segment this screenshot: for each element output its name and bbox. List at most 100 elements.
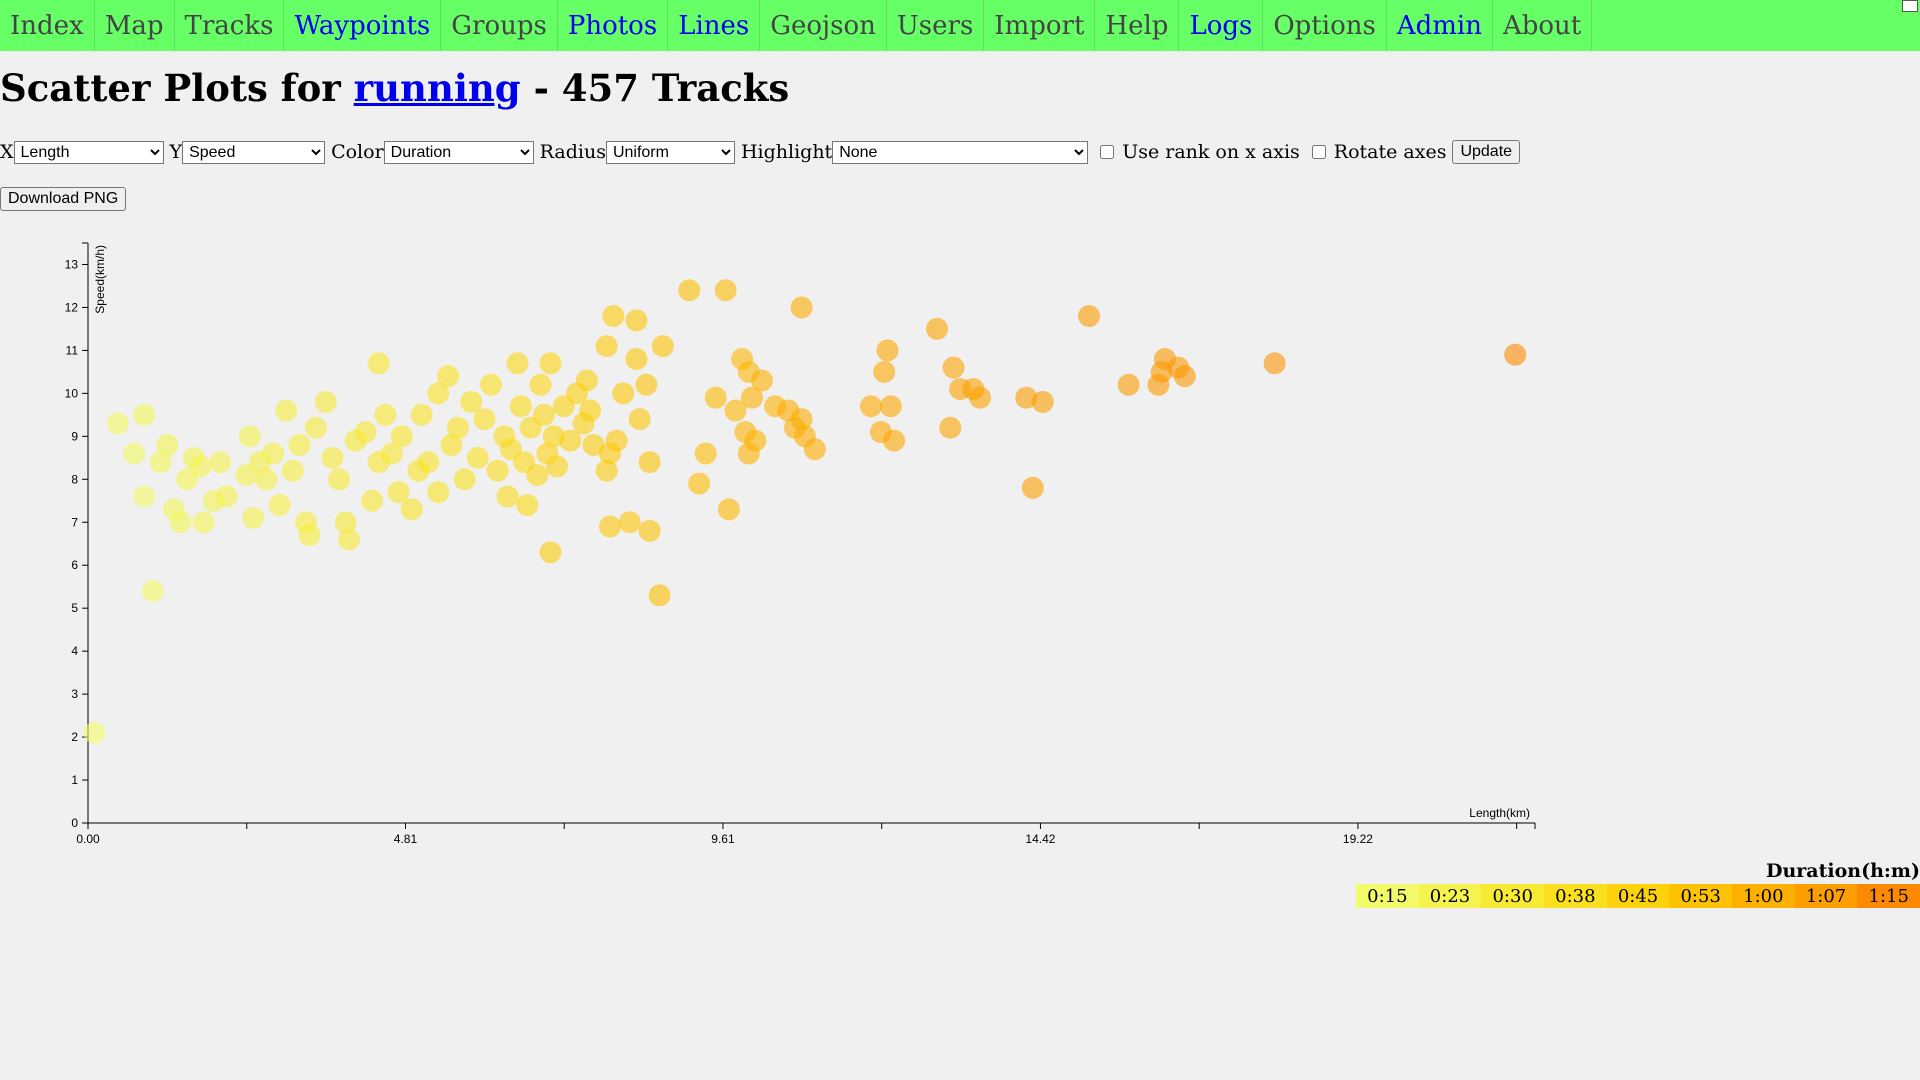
x-axis-select[interactable]: Length xyxy=(13,140,164,164)
data-point xyxy=(400,498,423,521)
rotate-axes-checkbox[interactable] xyxy=(1311,145,1326,159)
x-tick-label: 19.22 xyxy=(1343,832,1373,846)
data-point xyxy=(1117,373,1140,396)
data-point xyxy=(156,433,179,456)
data-point xyxy=(141,580,164,602)
data-point xyxy=(1263,352,1286,375)
data-point xyxy=(314,390,337,413)
nav-item-help[interactable]: Help xyxy=(1095,0,1180,51)
data-point xyxy=(480,373,503,396)
data-point xyxy=(714,279,737,302)
data-point xyxy=(939,416,962,439)
data-point xyxy=(215,485,238,508)
y-tick-label: 6 xyxy=(71,558,78,572)
data-point xyxy=(595,335,618,358)
nav-item-index[interactable]: Index xyxy=(0,0,95,51)
nav-item-lines[interactable]: Lines xyxy=(668,0,761,51)
page-title: Scatter Plots for running - 457 Tracks xyxy=(0,66,789,110)
nav-item-logs[interactable]: Logs xyxy=(1179,0,1264,51)
legend-swatch: 0:53 xyxy=(1669,884,1733,908)
data-point xyxy=(509,395,532,418)
data-point xyxy=(602,305,625,328)
y-tick-label: 0 xyxy=(71,816,78,830)
y-tick-label: 12 xyxy=(65,300,79,314)
data-point xyxy=(238,425,261,448)
data-point xyxy=(526,464,549,486)
data-point xyxy=(595,459,618,482)
data-point xyxy=(262,442,285,465)
legend-swatch: 0:45 xyxy=(1606,884,1670,908)
data-point xyxy=(189,455,212,478)
data-point xyxy=(390,425,413,448)
y-tick-label: 13 xyxy=(65,257,79,271)
data-point xyxy=(380,442,403,465)
data-point xyxy=(328,468,351,491)
data-point xyxy=(876,339,899,362)
update-button[interactable]: Update xyxy=(1452,140,1521,164)
data-point xyxy=(417,451,440,474)
nav-item-map[interactable]: Map xyxy=(95,0,175,51)
data-point xyxy=(678,279,701,302)
data-point xyxy=(625,348,648,370)
data-point xyxy=(149,451,172,474)
data-point xyxy=(367,352,390,375)
nav-item-admin[interactable]: Admin xyxy=(1387,0,1493,51)
data-point xyxy=(648,584,671,607)
top-navigation: Index Map Tracks Waypoints Groups Photos Lines… xyxy=(0,0,1920,51)
legend-swatch: 1:15 xyxy=(1857,884,1920,908)
data-point xyxy=(744,429,767,452)
data-point xyxy=(255,468,278,491)
nav-item-photos[interactable]: Photos xyxy=(558,0,669,51)
window-corner-box[interactable] xyxy=(1902,0,1918,12)
data-point xyxy=(1031,390,1054,413)
nav-item-options[interactable]: Options xyxy=(1263,0,1387,51)
nav-item-about[interactable]: About xyxy=(1493,0,1593,51)
nav-item-users[interactable]: Users xyxy=(887,0,985,51)
x-tick-label: 14.42 xyxy=(1025,832,1055,846)
activity-link-running[interactable]: running xyxy=(353,66,521,110)
data-point xyxy=(942,356,965,379)
data-point xyxy=(635,373,658,396)
data-point xyxy=(1504,343,1527,366)
data-point xyxy=(704,386,727,409)
data-point xyxy=(688,472,711,495)
data-point xyxy=(879,395,902,418)
highlight-label: Highlight xyxy=(740,141,833,163)
data-point xyxy=(298,524,321,547)
data-point xyxy=(546,455,569,478)
nav-item-import[interactable]: Import xyxy=(984,0,1096,51)
data-point xyxy=(539,541,562,564)
data-point xyxy=(337,528,360,551)
data-point xyxy=(106,412,129,435)
data-point xyxy=(1173,365,1196,388)
y-tick-label: 11 xyxy=(66,343,79,357)
nav-item-geojson[interactable]: Geojson xyxy=(760,0,887,51)
nav-item-groups[interactable]: Groups xyxy=(441,0,558,51)
data-point xyxy=(598,515,621,538)
color-select[interactable]: Duration xyxy=(383,140,534,164)
y-axis-select[interactable]: Speed xyxy=(182,140,326,164)
highlight-select[interactable]: None xyxy=(832,140,1089,164)
x-axis-label: X xyxy=(0,141,14,163)
y-tick-label: 10 xyxy=(65,386,79,400)
title-prefix: Scatter Plots for xyxy=(0,66,354,110)
data-point xyxy=(334,511,357,534)
data-point xyxy=(741,386,764,409)
data-point xyxy=(717,498,740,521)
nav-item-tracks[interactable]: Tracks xyxy=(175,0,285,51)
data-point xyxy=(321,446,344,469)
use-rank-checkbox[interactable] xyxy=(1100,145,1115,159)
radius-select[interactable]: Uniform xyxy=(605,140,735,164)
data-point xyxy=(460,390,483,413)
y-tick-label: 4 xyxy=(71,644,78,658)
data-point xyxy=(275,399,298,422)
legend-swatch: 1:07 xyxy=(1794,884,1858,908)
data-point xyxy=(873,360,896,383)
x-tick-label: 9.61 xyxy=(711,832,735,846)
data-point xyxy=(883,429,906,452)
download-png-button[interactable]: Download PNG xyxy=(0,187,127,211)
data-point xyxy=(694,442,717,465)
nav-item-waypoints[interactable]: Waypoints xyxy=(284,0,442,51)
data-point xyxy=(1078,305,1101,328)
